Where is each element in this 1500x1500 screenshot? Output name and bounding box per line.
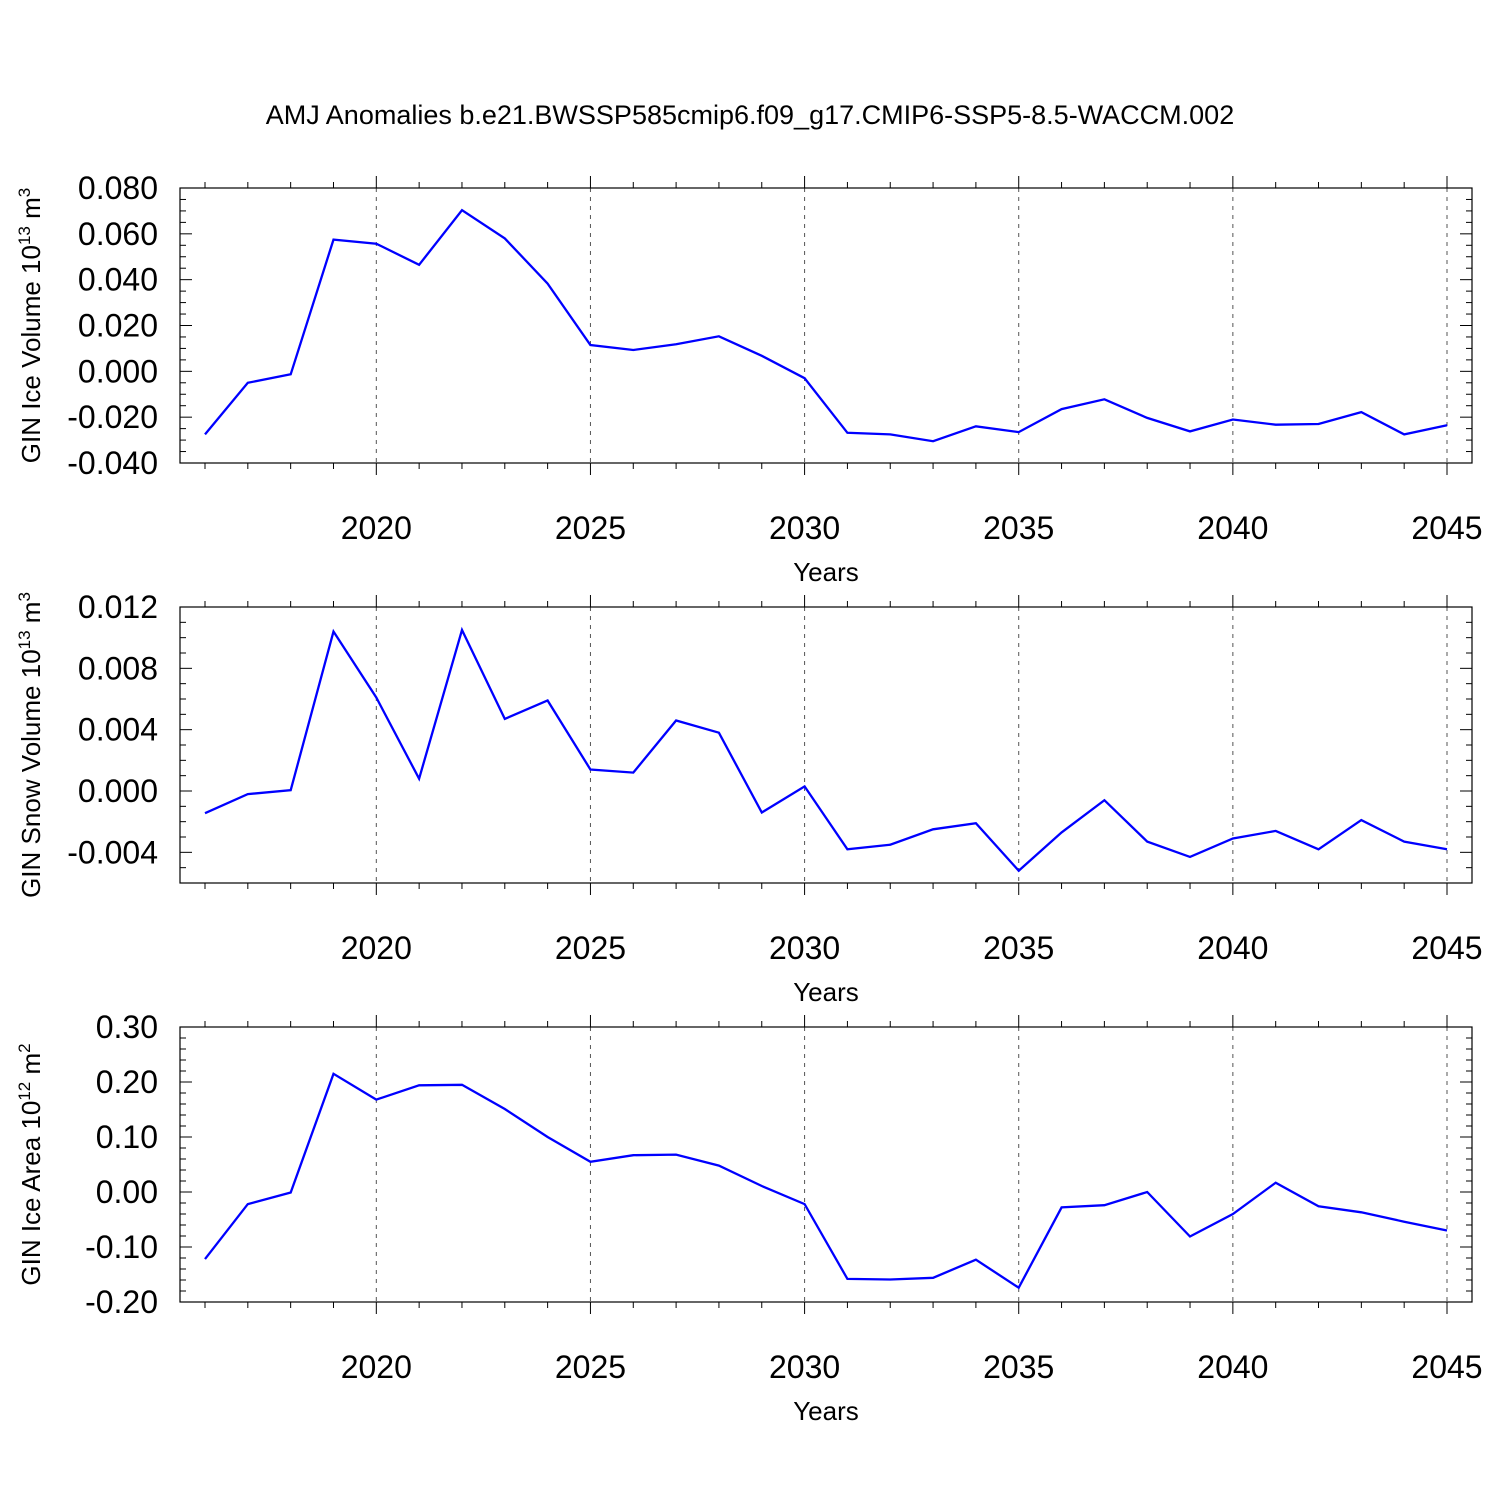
x-tick-label: 2040 (1197, 1349, 1268, 1385)
y-axis-label: GIN Ice Area 1012 m2 (15, 1043, 46, 1285)
y-tick-label: 0.20 (96, 1064, 158, 1100)
y-tick-label: -0.020 (67, 399, 158, 435)
x-tick-label: 2025 (555, 930, 626, 966)
panel-1: -0.040 -0.020 0.000 0.020 0.040 0.060 0.080 202… (15, 170, 1483, 587)
x-tick-label: 2035 (983, 510, 1054, 546)
x-tick-label: 2030 (769, 510, 840, 546)
y-tick-label: 0.008 (78, 650, 158, 686)
plot-frame (179, 1026, 1473, 1303)
y-tick-label: 0.040 (78, 262, 158, 298)
figure-title: AMJ Anomalies b.e21.BWSSP585cmip6.f09_g1… (266, 100, 1234, 130)
y-tick-label: -0.10 (85, 1229, 158, 1265)
y-tick-label: 0.012 (78, 589, 158, 625)
y-tick-label: 0.000 (78, 773, 158, 809)
x-tick-label: 2020 (341, 510, 412, 546)
x-tick-label: 2030 (769, 1349, 840, 1385)
y-tick-label: 0.10 (96, 1119, 158, 1155)
x-axis-label: Years (793, 977, 859, 1007)
y-tick-label: 0.00 (96, 1174, 158, 1210)
x-tick-label: 2020 (341, 1349, 412, 1385)
y-axis-label: GIN Ice Volume 1013 m3 (15, 188, 46, 464)
x-tick-label: 2025 (555, 510, 626, 546)
y-tick-label: 0.30 (96, 1009, 158, 1045)
x-axis-label: Years (793, 1396, 859, 1426)
plot-frame (179, 606, 1473, 884)
y-tick-label: -0.20 (85, 1284, 158, 1320)
x-tick-label: 2045 (1411, 930, 1482, 966)
x-tick-label: 2025 (555, 1349, 626, 1385)
x-tick-label: 2045 (1411, 1349, 1482, 1385)
x-tick-label: 2035 (983, 1349, 1054, 1385)
panel-3: -0.20 -0.10 0.00 0.10 0.20 0.30 2020 2025 2030 20… (15, 1009, 1483, 1426)
plot-frame (179, 187, 1473, 464)
y-tick-label: 0.000 (78, 353, 158, 389)
y-tick-label: 0.004 (78, 712, 158, 748)
y-tick-label: -0.040 (67, 445, 158, 481)
series-line (204, 208, 1448, 443)
y-tick-label: -0.004 (67, 834, 158, 870)
x-axis-label: Years (793, 557, 859, 587)
y-tick-label: 0.060 (78, 216, 158, 252)
y-tick-label: 0.020 (78, 308, 158, 344)
x-tick-label: 2045 (1411, 510, 1482, 546)
y-axis-label: GIN Snow Volume 1013 m3 (15, 592, 46, 898)
x-tick-label: 2040 (1197, 510, 1268, 546)
x-tick-label: 2030 (769, 930, 840, 966)
series-line (204, 1072, 1448, 1290)
panels: -0.040 -0.020 0.000 0.020 0.040 0.060 0.080 202… (15, 170, 1483, 1426)
y-tick-label: 0.080 (78, 170, 158, 206)
series-line (204, 626, 1448, 873)
x-tick-label: 2020 (341, 930, 412, 966)
x-tick-label: 2040 (1197, 930, 1268, 966)
x-tick-label: 2035 (983, 930, 1054, 966)
panel-2: -0.004 0.000 0.004 0.008 0.012 2020 2025 2030 20… (15, 589, 1483, 1007)
